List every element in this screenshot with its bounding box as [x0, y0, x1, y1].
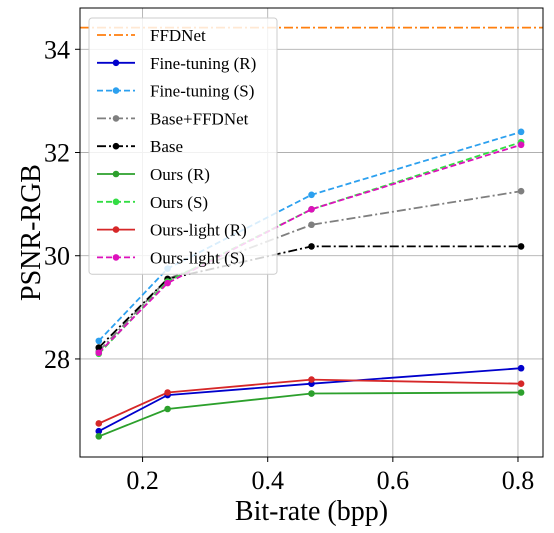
axis-ticks: 0.2 0.4 0.6 0.8 28 30 32 34: [44, 35, 534, 495]
data-point: [517, 389, 525, 396]
x-tick-label: 0.2: [126, 466, 159, 495]
data-point: [517, 128, 525, 136]
data-point: [95, 420, 103, 427]
data-point: [95, 433, 103, 440]
x-tick-label: 0.4: [251, 466, 284, 495]
legend-entry: Ours-light (S): [97, 248, 245, 267]
y-tick-label: 34: [44, 35, 70, 64]
y-tick-label: 30: [44, 242, 70, 271]
data-point: [308, 243, 315, 250]
data-point: [308, 221, 315, 229]
legend-marker: [112, 226, 120, 233]
x-axis-label: Bit-rate (bpp): [235, 496, 388, 527]
series-5: [95, 389, 525, 440]
series-line: [98, 367, 522, 432]
legend-label: Fine-tuning (R): [150, 54, 256, 73]
data-point: [95, 349, 103, 357]
legend-marker: [112, 87, 120, 94]
legend-label: Ours (S): [150, 193, 208, 212]
legend-label: Fine-tuning (S): [150, 82, 254, 101]
series-1: [95, 364, 525, 435]
legend-marker: [112, 198, 120, 206]
series-7: [95, 376, 525, 427]
data-point: [95, 337, 103, 345]
data-point: [164, 405, 171, 413]
data-point: [164, 389, 171, 396]
legend-entry: Ours (R): [97, 165, 210, 184]
legend-marker: [112, 115, 120, 122]
legend-entry: FFDNet: [97, 26, 206, 45]
data-point: [517, 243, 525, 250]
legend-marker: [112, 59, 120, 67]
legend-label: Ours-light (R): [150, 221, 247, 240]
legend-box: [88, 17, 278, 275]
legend-marker: [112, 142, 120, 150]
legend-entry: Ours (S): [97, 193, 208, 212]
series-line: [98, 143, 522, 354]
data-point: [308, 376, 315, 383]
series-8: [95, 141, 525, 357]
x-tick-label: 0.6: [377, 466, 410, 495]
legend-label: Base: [150, 137, 183, 156]
legend-label: Ours (R): [150, 165, 210, 184]
data-point: [517, 141, 525, 149]
legend-entry: Base+FFDNet: [97, 109, 249, 128]
legend-entry: Ours-light (R): [97, 221, 247, 240]
legend-label: Ours-light (S): [150, 248, 245, 267]
data-point: [164, 279, 171, 287]
data-point: [95, 344, 103, 351]
legend-marker: [112, 254, 120, 261]
legend-entry: Base: [97, 137, 183, 156]
series-line: [98, 378, 522, 425]
y-tick-label: 28: [44, 345, 70, 374]
x-tick-label: 0.8: [502, 466, 535, 495]
data-point: [517, 380, 525, 388]
data-point: [308, 390, 315, 397]
legend-entry: Fine-tuning (R): [97, 54, 256, 73]
data-point: [308, 191, 315, 199]
legend: FFDNet Fine-tuning (R) Fine-tuning (S) Base…: [88, 17, 278, 275]
data-point: [517, 187, 525, 195]
legend-label: Base+FFDNet: [150, 109, 249, 128]
legend-label: FFDNet: [150, 26, 206, 45]
legend-entry: Fine-tuning (S): [97, 82, 254, 101]
series-line: [98, 391, 522, 438]
y-tick-label: 32: [44, 139, 70, 168]
data-point: [95, 427, 103, 435]
data-point: [517, 364, 525, 372]
data-point: [308, 205, 315, 213]
legend-marker: [112, 170, 120, 178]
plot-frame: [79, 7, 544, 458]
y-axis-label: PSNR-RGB: [16, 164, 47, 301]
